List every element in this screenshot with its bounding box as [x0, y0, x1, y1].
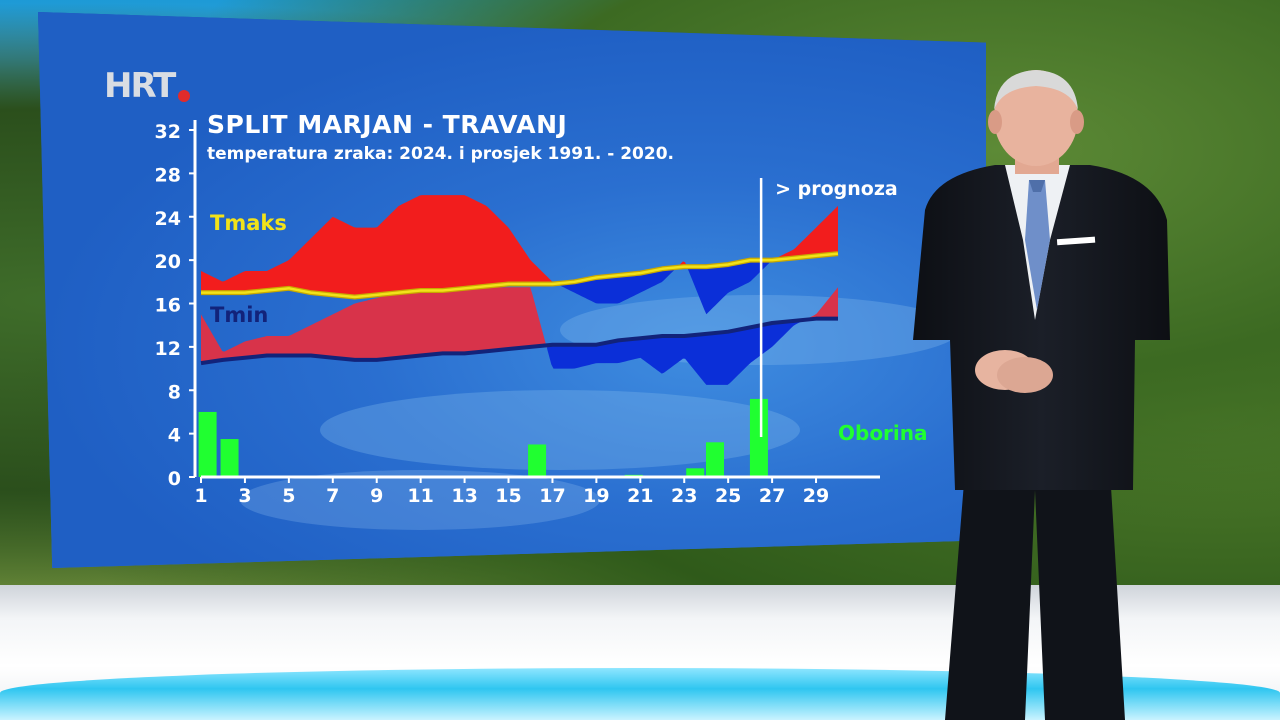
x-tick-label: 3	[238, 485, 251, 507]
chart-title: SPLIT MARJAN - TRAVANJ	[207, 110, 568, 139]
precip-bar	[220, 439, 239, 477]
chart-subtitle: temperatura zraka: 2024. i prosjek 1991.…	[207, 144, 674, 164]
hrt-logo: HRT	[104, 66, 194, 110]
x-tick-label: 27	[759, 485, 785, 507]
x-tick-label: 13	[451, 485, 477, 507]
x-tick-label: 19	[583, 485, 609, 507]
y-tick-label: 16	[155, 295, 181, 317]
y-tick-label: 32	[155, 121, 181, 143]
y-tick-label: 0	[168, 468, 181, 490]
precip-bar	[528, 444, 547, 477]
x-tick-label: 17	[539, 485, 565, 507]
precip-bar	[198, 411, 217, 477]
tmin-label: Tmin	[210, 303, 268, 327]
y-tick-label: 4	[168, 425, 181, 447]
y-tick-label: 28	[155, 164, 181, 186]
tmax-area-below-avg	[557, 265, 679, 304]
x-tick-label: 15	[495, 485, 521, 507]
weather-chart-panel: 0 4 8 12 16 20 24 28 32 1 3 5 7 9 11 13 15 17 19 21 23 25 27 29…	[38, 12, 986, 568]
tmin-area-above-avg	[201, 287, 548, 364]
y-tick-label: 8	[168, 381, 181, 403]
cloud-streak	[320, 390, 800, 470]
x-tick-label: 7	[326, 485, 339, 507]
tmax-area-above-avg	[201, 195, 558, 297]
y-tick-label: 24	[155, 208, 181, 230]
precip-bar	[705, 442, 724, 477]
x-tick-label: 1	[194, 485, 207, 507]
y-tick-label: 12	[155, 338, 181, 360]
x-tick-label: 25	[715, 485, 741, 507]
x-tick-label: 11	[407, 485, 433, 507]
x-tick-label: 21	[627, 485, 653, 507]
x-tick-label: 5	[282, 485, 295, 507]
tmin-area-below-avg	[547, 319, 807, 385]
tmin-area-above-avg	[806, 287, 838, 320]
precip-bar	[749, 398, 768, 477]
logo-text: HRT	[104, 66, 176, 106]
tmax-area-above-avg	[772, 205, 838, 261]
tmax-average-line	[201, 252, 839, 299]
forecast-label: > prognoza	[775, 178, 898, 200]
tmax-label: Tmaks	[210, 211, 287, 235]
tmin-average-line	[200, 316, 838, 366]
presenter-figure	[913, 70, 1170, 720]
precip-bar	[686, 468, 705, 477]
logo-dot	[178, 90, 190, 102]
x-tick-label: 9	[370, 485, 383, 507]
x-tick-label: 23	[671, 485, 697, 507]
x-tick-label: 29	[803, 485, 829, 507]
precip-label: Oborina	[838, 421, 928, 445]
cloud-streak	[240, 470, 600, 530]
tmax-area-below-avg	[687, 260, 773, 315]
y-tick-label: 20	[155, 251, 181, 273]
